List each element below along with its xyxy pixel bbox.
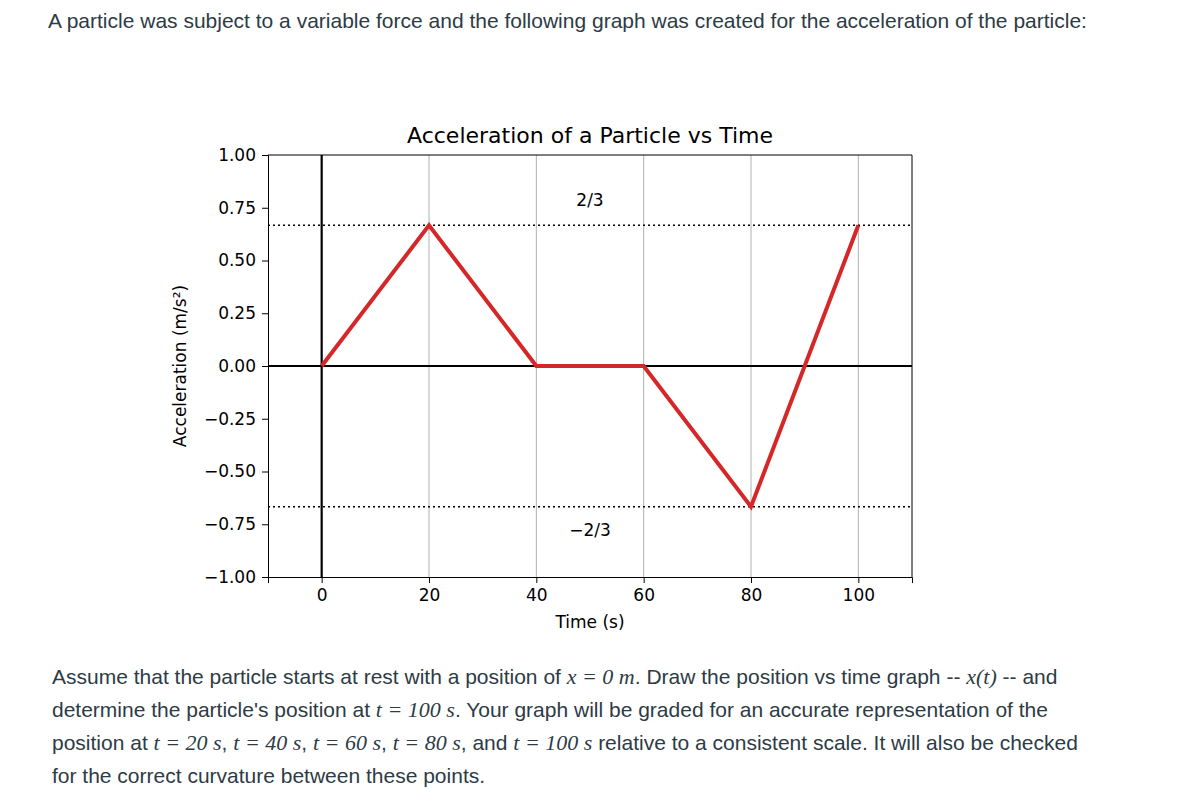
tick: 0.00 <box>218 356 268 376</box>
tick-label: −0.25 <box>204 409 256 429</box>
tick-mark <box>429 577 430 583</box>
tick-mark <box>322 577 323 583</box>
tick-label: −1.00 <box>204 567 256 587</box>
tick-label: 0.75 <box>218 198 256 218</box>
horizontal-line <box>268 225 912 227</box>
tick: −0.75 <box>204 514 268 534</box>
question-fragment: , and <box>461 731 514 754</box>
annotation: −2/3 <box>569 520 611 540</box>
tick-label: 0.00 <box>218 356 256 376</box>
math-expression: t = 100 s <box>513 730 592 755</box>
annotations: 2/3 −2/3 <box>569 190 611 539</box>
question-fragment: , <box>222 731 234 754</box>
tick-mark <box>262 366 268 367</box>
math-expression: t = 20 s <box>154 730 222 755</box>
question-fragment: , <box>381 731 393 754</box>
tick: 100 <box>843 577 875 605</box>
tick: 1.00 <box>218 145 268 165</box>
tick-label: 0.25 <box>218 303 256 323</box>
math-expression: x(t) <box>966 664 997 689</box>
chart: 2/3 −2/3 0 20 40 60 80 100 −1.00 −0.75 −0.50 −0.25 0… <box>0 0 1200 807</box>
frame-right <box>912 155 913 577</box>
question-fragment: Assume that the particle starts at rest … <box>52 665 567 688</box>
question-fragment: , <box>301 731 313 754</box>
math-expression: t = 100 s <box>376 697 455 722</box>
y-axis-title: Acceleration (m/s²) <box>170 285 190 447</box>
tick-label: 100 <box>843 585 875 605</box>
tick-mark <box>262 208 268 209</box>
horizontal-line <box>268 506 912 508</box>
tick-mark <box>644 577 645 583</box>
tick-mark <box>536 577 537 583</box>
tick-label: 1.00 <box>218 145 256 165</box>
tick: 60 <box>633 577 655 605</box>
tick-label: 80 <box>741 585 763 605</box>
math-expression: t = 40 s <box>233 730 301 755</box>
annotation: 2/3 <box>576 190 603 210</box>
tick-mark <box>262 472 268 473</box>
tick-mark <box>262 419 268 420</box>
question-text: Assume that the particle starts at rest … <box>52 660 1102 792</box>
tick-mark <box>262 313 268 314</box>
tick: 0.25 <box>218 303 268 323</box>
axis-line <box>269 578 913 584</box>
tick-mark <box>858 577 859 583</box>
tick-label: 40 <box>526 585 548 605</box>
tick-label: 0.50 <box>218 250 256 270</box>
math-expression: x = 0 m <box>567 664 635 689</box>
tick: 80 <box>741 577 763 605</box>
frame <box>268 155 912 577</box>
tick-mark <box>751 577 752 583</box>
x-axis: 0 20 40 60 80 100 <box>269 577 913 605</box>
tick: 0 <box>317 577 328 605</box>
tick-mark <box>262 155 268 156</box>
math-expression: t = 80 s <box>393 730 461 755</box>
intro-text: A particle was subject to a variable for… <box>48 4 1118 37</box>
tick-label: −0.75 <box>204 514 256 534</box>
tick: −0.50 <box>204 461 268 481</box>
tick: 0.50 <box>218 250 268 270</box>
chart-title: Acceleration of a Particle vs Time <box>407 123 773 148</box>
tick: −1.00 <box>204 567 268 587</box>
tick-label: 0 <box>317 585 328 605</box>
frame-top <box>268 155 912 156</box>
tick: −0.25 <box>204 409 268 429</box>
tick: 0.75 <box>218 198 268 218</box>
tick-label: 60 <box>633 585 655 605</box>
tick-mark <box>262 261 268 262</box>
data-line <box>322 225 859 506</box>
math-expression: t = 60 s <box>313 730 381 755</box>
y-axis: −1.00 −0.75 −0.50 −0.25 0.00 0.25 0.50 0.75 1.00 <box>204 145 269 587</box>
plot-area <box>322 225 859 506</box>
reference-lines <box>268 155 912 577</box>
tick-mark <box>262 524 268 525</box>
tick: 40 <box>526 577 548 605</box>
tick-mark <box>262 577 268 578</box>
tick-label: −0.50 <box>204 461 256 481</box>
tick: 20 <box>419 577 441 605</box>
axis-line <box>262 156 269 578</box>
x-axis-title: Time (s) <box>554 612 624 632</box>
tick-label: 20 <box>419 585 441 605</box>
question-fragment: . Draw the position vs time graph -- <box>635 665 966 688</box>
